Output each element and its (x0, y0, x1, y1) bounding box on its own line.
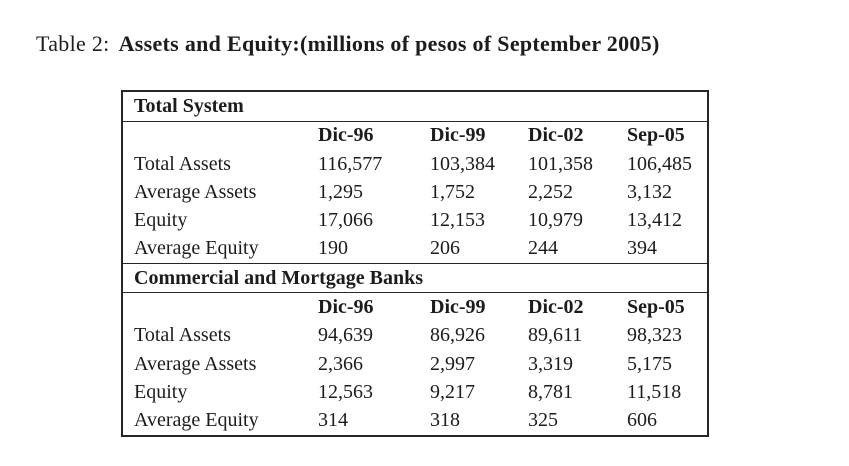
cell-value: 3,319 (528, 352, 573, 375)
empty-corner-cell (122, 293, 304, 322)
cell-value: 606 (627, 409, 657, 432)
empty-corner-cell (122, 121, 304, 150)
section-title: Commercial and Mortgage Banks (122, 262, 709, 294)
row-label: Equity (134, 380, 188, 403)
column-header-sep05: Sep-05 (627, 124, 685, 147)
cell-value: 98,323 (627, 324, 682, 347)
cell-value: 2,366 (318, 352, 363, 375)
cell-value: 2,252 (528, 180, 573, 203)
table-row-total-assets: Total Assets 94,639 86,926 89,611 98,323 (122, 322, 708, 350)
cell-value: 10,979 (528, 209, 583, 231)
cell-value: 94,639 (318, 324, 373, 347)
table-caption-title: Assets and Equity:(millions of pesos of … (118, 31, 660, 56)
cell-value: 11,518 (627, 380, 682, 403)
cell-value: 103,384 (430, 152, 495, 175)
cell-value: 3,132 (627, 180, 672, 203)
column-header-sep05: Sep-05 (627, 296, 685, 319)
cell-value: 314 (318, 409, 348, 432)
cell-value: 318 (430, 409, 460, 432)
cell-value: 116,577 (318, 152, 383, 175)
table-caption: Table 2: Assets and Equity:(millions of p… (36, 31, 660, 57)
cell-value: 86,926 (430, 324, 485, 347)
cell-value: 2,997 (430, 352, 475, 375)
row-label: Average Assets (134, 352, 257, 375)
row-label: Equity (134, 209, 188, 231)
cell-value: 12,153 (430, 209, 485, 231)
cell-value: 325 (528, 409, 558, 432)
column-header-dic99: Dic-99 (430, 296, 486, 319)
column-header-dic99: Dic-99 (430, 124, 486, 147)
cell-value: 13,412 (627, 209, 682, 231)
cell-value: 9,217 (430, 380, 475, 403)
table-row-equity: Equity 17,066 12,153 10,979 13,412 (122, 206, 708, 234)
table-row-average-assets: Average Assets 1,295 1,752 2,252 3,132 (122, 178, 708, 206)
assets-equity-table: Total System Dic-96 Dic-99 Dic-02 Sep-05… (121, 90, 710, 437)
column-header-dic02: Dic-02 (528, 296, 584, 319)
cell-value: 106,485 (627, 152, 692, 175)
column-header-dic02: Dic-02 (528, 124, 584, 147)
cell-value: 101,358 (528, 152, 593, 175)
table-row-average-assets: Average Assets 2,366 2,997 3,319 5,175 (122, 350, 708, 378)
section-header-commercial-mortgage-banks: Commercial and Mortgage Banks (122, 262, 709, 294)
cell-value: 5,175 (627, 352, 672, 375)
row-label: Average Equity (134, 237, 259, 260)
cell-value: 394 (627, 237, 657, 260)
table-row-average-equity: Average Equity 314 318 325 606 (122, 406, 708, 436)
cell-value: 1,295 (318, 180, 363, 203)
row-label: Total Assets (134, 324, 231, 347)
table-row-average-equity: Average Equity 190 206 244 394 (122, 235, 708, 264)
table-caption-number: Table 2: (36, 31, 110, 56)
column-header-dic96: Dic-96 (318, 124, 374, 147)
cell-value: 190 (318, 237, 348, 260)
cell-value: 89,611 (528, 324, 583, 347)
cell-value: 206 (430, 237, 460, 260)
section-header-total-system: Total System (122, 90, 709, 122)
table-row-equity: Equity 12,563 9,217 8,781 11,518 (122, 378, 708, 406)
row-label: Total Assets (134, 152, 231, 175)
cell-value: 244 (528, 237, 558, 260)
row-label: Average Equity (134, 409, 259, 432)
cell-value: 1,752 (430, 180, 475, 203)
cell-value: 12,563 (318, 380, 373, 403)
cell-value: 8,781 (528, 380, 573, 403)
row-label: Average Assets (134, 180, 257, 203)
column-header-dic96: Dic-96 (318, 296, 374, 319)
cell-value: 17,066 (318, 209, 373, 231)
column-header-row: Dic-96 Dic-99 Dic-02 Sep-05 (122, 293, 708, 322)
table-row-total-assets: Total Assets 116,577 103,384 101,358 106… (122, 150, 708, 178)
column-header-row: Dic-96 Dic-99 Dic-02 Sep-05 (122, 121, 708, 150)
section-title: Total System (122, 90, 709, 122)
